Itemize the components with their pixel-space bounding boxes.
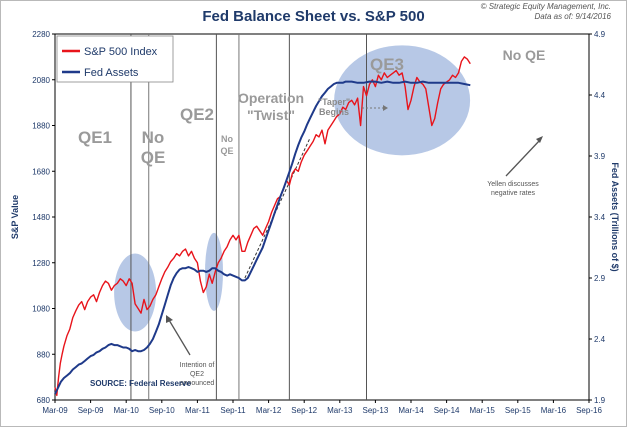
source-note: SOURCE: Federal Reserve xyxy=(90,379,191,388)
period-label-1-line-1: QE1 xyxy=(78,128,112,147)
taper-arrow-head xyxy=(383,105,388,111)
y-left-axis-title: S&P Value xyxy=(10,195,20,239)
chart-title: Fed Balance Sheet vs. S&P 500 xyxy=(202,8,425,25)
no-qe-highlight-2015 xyxy=(334,45,471,156)
credit-block: © Strategic Equity Management, Inc. Data… xyxy=(481,2,611,22)
y-right-tick-label-6: 4.9 xyxy=(594,30,606,39)
y-right-tick-label-2: 2.9 xyxy=(594,274,606,283)
period-label-4-line-1: No xyxy=(221,134,233,144)
x-tick-label-1: Sep-09 xyxy=(78,406,104,415)
x-tick-label-4: Mar-11 xyxy=(185,406,210,415)
x-tick-label-10: Mar-14 xyxy=(398,406,424,415)
y-right-tick-label-1: 2.4 xyxy=(594,335,606,344)
period-label-3-line-1: QE2 xyxy=(180,105,214,124)
x-tick-label-3: Sep-10 xyxy=(149,406,175,415)
qe3-trend-line xyxy=(244,137,311,279)
y-left-tick-label-5: 1680 xyxy=(32,167,50,176)
taper-label-line-1: "Taper" xyxy=(318,97,350,107)
yellen-note-arrow-head xyxy=(536,136,543,143)
taper-label-line-2: Begins xyxy=(319,107,349,117)
y-right-tick-label-0: 1.9 xyxy=(594,396,606,405)
y-left-tick-label-8: 2280 xyxy=(32,30,50,39)
legend-box xyxy=(56,35,174,83)
y-left-tick-label-1: 880 xyxy=(37,350,51,359)
y-left-tick-label-4: 1480 xyxy=(32,213,50,222)
plot-border xyxy=(54,33,590,401)
period-label-4-line-2: QE xyxy=(220,146,233,156)
series-line-fed-assets xyxy=(54,80,471,395)
y-left-tick-label-6: 1880 xyxy=(32,122,50,131)
data-date-text: Data as of: 9/14/2016 xyxy=(534,12,612,21)
y-right-tick-label-3: 3.4 xyxy=(594,213,606,222)
x-tick-label-14: Mar-16 xyxy=(541,406,567,415)
x-tick-label-13: Sep-15 xyxy=(505,406,531,415)
series-line-sp500 xyxy=(54,56,471,397)
period-label-6-line-1: QE3 xyxy=(370,55,404,74)
y-left-tick-label-0: 680 xyxy=(37,396,51,405)
y-right-axis-title: Fed Assets (Trillions of $) xyxy=(610,162,620,271)
x-tick-label-5: Sep-11 xyxy=(220,406,246,415)
qe2-note-arrow-head xyxy=(166,315,173,323)
yellen-note-line-2: negative rates xyxy=(491,190,535,197)
x-tick-label-8: Mar-13 xyxy=(327,406,353,415)
x-tick-label-7: Sep-12 xyxy=(291,406,317,415)
qe2-note-arrow xyxy=(168,319,191,356)
legend-label-2: Fed Assets xyxy=(84,67,139,79)
qe-gap-highlight-2010 xyxy=(114,253,157,332)
x-tick-label-2: Mar-10 xyxy=(114,406,140,415)
y-right-tick-label-4: 3.9 xyxy=(594,152,606,161)
legend-label-1: S&P 500 Index xyxy=(84,46,158,58)
yellen-note-arrow xyxy=(505,139,541,177)
qe2-note-line-2: QE2 xyxy=(190,371,204,378)
qe2-note-line-3: announced xyxy=(180,380,215,387)
period-label-7-line-1: No QE xyxy=(503,47,546,63)
x-tick-label-15: Sep-16 xyxy=(576,406,602,415)
period-label-2-line-1: No xyxy=(142,128,165,147)
x-tick-label-12: Mar-15 xyxy=(470,406,496,415)
y-left-tick-label-2: 1080 xyxy=(32,305,50,314)
qe2-note-line-1: Intention of xyxy=(180,362,215,369)
y-left-tick-label-7: 2080 xyxy=(32,76,50,85)
yellen-note-line-1: Yellen discusses xyxy=(487,181,539,188)
x-tick-label-0: Mar-09 xyxy=(42,406,68,415)
x-tick-label-11: Sep-14 xyxy=(434,406,460,415)
period-label-5-line-1: Operation xyxy=(238,90,304,106)
y-right-tick-label-5: 4.4 xyxy=(594,91,606,100)
y-left-tick-label-3: 1280 xyxy=(32,259,50,268)
qe-gap-highlight-2011 xyxy=(205,232,224,311)
copyright-text: © Strategic Equity Management, Inc. xyxy=(480,2,611,11)
x-tick-label-9: Sep-13 xyxy=(363,406,389,415)
period-label-2-line-2: QE xyxy=(141,148,166,167)
x-tick-label-6: Mar-12 xyxy=(256,406,282,415)
period-label-5-line-2: "Twist" xyxy=(247,107,295,123)
